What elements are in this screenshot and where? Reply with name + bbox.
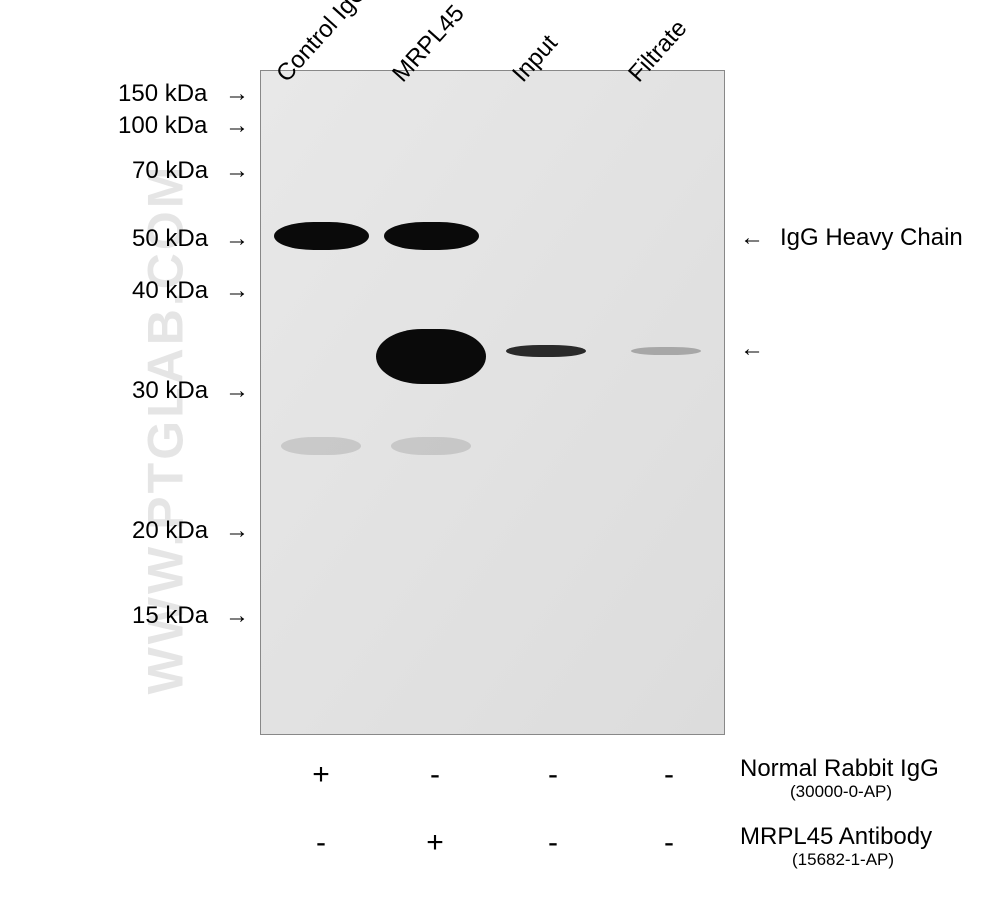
band-4 [631,347,701,355]
mw-arrow-3: → [225,225,249,253]
band-6 [391,437,471,455]
row2-lane1: + [420,826,450,860]
blot-image [260,70,725,735]
band-arrow-igg: ← [740,224,764,252]
antibody-sublabel-1: (15682-1-AP) [792,850,894,870]
antibody-label-0: Normal Rabbit IgG [740,755,939,783]
mw-marker-2: 70 kDa [132,157,208,185]
mw-marker-4: 40 kDa [132,277,208,305]
band-arrow-target: ← [740,335,764,363]
mw-marker-6: 20 kDa [132,517,208,545]
mw-arrow-6: → [225,517,249,545]
mw-arrow-5: → [225,377,249,405]
band-label-igg: IgG Heavy Chain [780,224,963,252]
row1-lane1: - [420,758,450,792]
row1-lane2: - [538,758,568,792]
mw-marker-5: 30 kDa [132,377,208,405]
row2-lane3: - [654,826,684,860]
mw-marker-7: 15 kDa [132,602,208,630]
mw-marker-1: 100 kDa [118,112,207,140]
row1-lane0: + [306,758,336,792]
mw-arrow-2: → [225,157,249,185]
band-3 [506,345,586,357]
antibody-sublabel-0: (30000-0-AP) [790,782,892,802]
mw-arrow-1: → [225,112,249,140]
row2-lane2: - [538,826,568,860]
row2-lane0: - [306,826,336,860]
row1-lane3: - [654,758,684,792]
mw-arrow-0: → [225,80,249,108]
antibody-label-1: MRPL45 Antibody [740,823,932,851]
mw-arrow-7: → [225,602,249,630]
mw-arrow-4: → [225,277,249,305]
band-0 [274,222,369,250]
band-1 [384,222,479,250]
mw-marker-0: 150 kDa [118,80,207,108]
band-5 [281,437,361,455]
mw-marker-3: 50 kDa [132,225,208,253]
band-2 [376,329,486,384]
